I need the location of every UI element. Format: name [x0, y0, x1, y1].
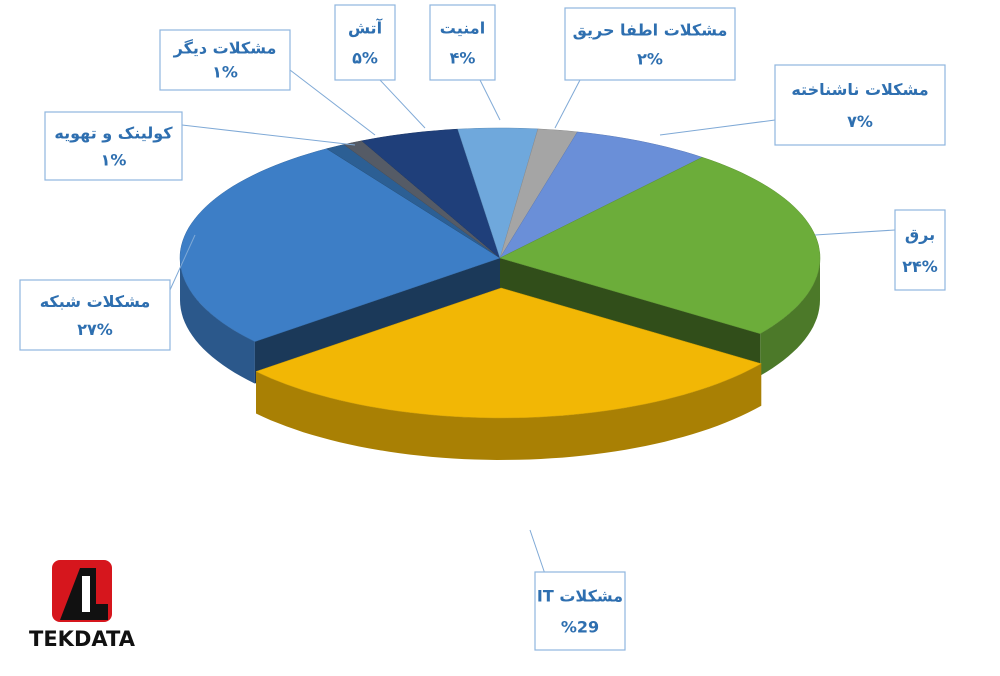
value-label: ۷% [847, 112, 873, 131]
label-box [534, 571, 626, 651]
slice [179, 148, 501, 342]
slice-side [180, 258, 255, 384]
slice [255, 287, 762, 419]
label-box [19, 279, 171, 351]
value-label: ۲۷% [77, 320, 113, 339]
slice [499, 131, 703, 259]
value-label: ۴% [450, 49, 476, 68]
label-box [334, 4, 396, 81]
value-label: ۱% [101, 150, 127, 169]
category-label: مشکلات دیگر [173, 39, 277, 58]
category-label: امنیت [440, 19, 485, 38]
leader-line [529, 529, 546, 575]
leader-line [289, 69, 376, 136]
label-box [774, 64, 946, 146]
slice [361, 128, 501, 259]
leader-line [554, 79, 581, 129]
label-box [429, 4, 496, 81]
slice [499, 157, 821, 334]
category-label: آتش [348, 18, 383, 38]
leader-line [814, 229, 896, 236]
logo: TEKDATA [29, 560, 136, 651]
label-box [894, 209, 946, 291]
category-label: مشکلات ناشناخته [791, 80, 928, 99]
category-label: مشکلات شبکه [40, 292, 151, 311]
value-label: ۵% [352, 49, 378, 68]
label-box [44, 111, 183, 181]
category-label: کولینک و تهویه [54, 123, 173, 142]
leader-line [479, 79, 501, 121]
leader-line [659, 119, 776, 136]
category-label: مشکلات اطفا حریق [573, 21, 728, 40]
pie-exploded [255, 287, 762, 460]
leader-line [181, 124, 356, 146]
slice-side [760, 258, 820, 376]
label-box [159, 29, 291, 91]
value-label: %29 [561, 618, 599, 637]
slice [457, 127, 539, 259]
logo-shape [82, 576, 90, 612]
leader-line [169, 234, 196, 291]
slice-side [256, 363, 762, 460]
category-label: برق [905, 225, 935, 244]
label-box [564, 7, 736, 81]
logo-text: TEKDATA [29, 627, 136, 651]
value-label: ۲۴% [902, 257, 938, 276]
value-label: ۱% [212, 63, 238, 82]
leader-line [379, 79, 426, 129]
category-label: مشکلات IT [537, 586, 623, 605]
value-label: ۲% [637, 49, 663, 68]
